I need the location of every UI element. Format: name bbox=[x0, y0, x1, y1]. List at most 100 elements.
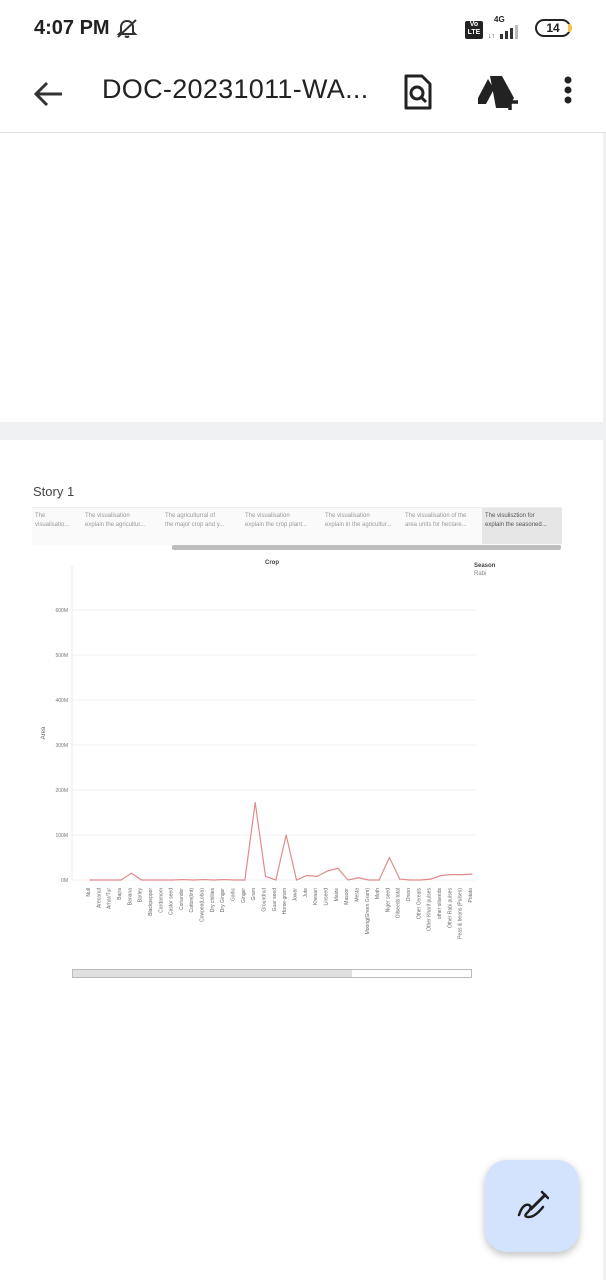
network-type: 4G bbox=[494, 15, 505, 24]
x-tick-label: Bajra bbox=[117, 888, 123, 900]
story-title: Story 1 bbox=[33, 484, 75, 499]
x-tick-label: Ginger bbox=[241, 888, 247, 903]
x-tick-label: Cardamom bbox=[158, 888, 164, 913]
y-tick-label: 500M bbox=[55, 653, 68, 659]
x-tick-label: Guar seed bbox=[272, 888, 278, 912]
story-point-3-line2: the major crop and y... bbox=[165, 522, 225, 528]
x-tick-label: Arecanut bbox=[96, 887, 102, 908]
data-point bbox=[471, 873, 473, 875]
more-options-icon[interactable] bbox=[556, 72, 580, 116]
data-point bbox=[440, 874, 442, 877]
x-tick-label: Barley bbox=[138, 888, 144, 903]
volte-badge: Vo LTE bbox=[465, 21, 483, 39]
x-tick-label: Potato bbox=[468, 888, 474, 903]
story-point-5[interactable]: The visualisation explain in the agricul… bbox=[322, 508, 400, 544]
data-point bbox=[161, 879, 163, 881]
series-line bbox=[90, 802, 473, 881]
story-point-4[interactable]: The visualisation explain the crop plant… bbox=[242, 508, 320, 544]
story-point-6[interactable]: The visualisation of the area units for … bbox=[402, 508, 480, 544]
x-tick-label: Linseed bbox=[323, 888, 329, 906]
data-point bbox=[357, 877, 360, 879]
annotate-button[interactable] bbox=[485, 1160, 579, 1252]
data-point bbox=[295, 879, 298, 881]
y-tick-label: 300M bbox=[55, 743, 68, 749]
find-in-document-icon[interactable] bbox=[398, 70, 438, 114]
story-point-3[interactable]: The agriculturral of the major crop and … bbox=[162, 508, 240, 544]
y-ticks: 0M 100M 200M 300M 400M 500M 600M bbox=[55, 608, 68, 884]
x-tick-label: Dry Ginger bbox=[220, 888, 226, 913]
story-point-7-line1: The visulisztion for bbox=[485, 513, 535, 519]
x-tick-label: Gram bbox=[251, 888, 257, 901]
data-point bbox=[399, 878, 401, 880]
data-point bbox=[264, 875, 267, 877]
x-tick-label: Groundnut bbox=[262, 887, 268, 911]
y-tick-label: 100M bbox=[55, 833, 68, 839]
data-point bbox=[368, 879, 370, 881]
x-tick-label: Coriander bbox=[179, 888, 185, 910]
data-point bbox=[275, 879, 277, 881]
story-point-2-line2: explain the agricultur... bbox=[85, 522, 146, 528]
x-tick-label: Peas & beans (Pulses) bbox=[458, 888, 464, 939]
data-point bbox=[419, 879, 421, 881]
data-point bbox=[213, 879, 215, 881]
x-tick-label: Banana bbox=[127, 888, 133, 905]
legend-item: Rabi bbox=[474, 571, 486, 577]
x-tick-label: Garlic bbox=[231, 888, 237, 902]
data-point bbox=[120, 879, 122, 881]
story-point-5-line1: The visualisation bbox=[325, 513, 370, 519]
document-title: DOC-20231011-WA... bbox=[102, 74, 369, 104]
back-button[interactable] bbox=[28, 74, 68, 114]
story-point-1[interactable]: The visualisatio... bbox=[32, 508, 80, 544]
crop-area-chart: Crop Season Rabi Area 0M 100M 200M 300M 400M… bbox=[41, 560, 496, 939]
story-scrollbar[interactable] bbox=[172, 545, 561, 550]
legend-title: Season bbox=[474, 563, 496, 569]
chart-scroll-thumb[interactable] bbox=[73, 970, 352, 977]
x-tick-label: other oilseeds bbox=[437, 888, 443, 920]
signal-icon: ↓↑ bbox=[488, 25, 518, 40]
story-point-3-line1: The agriculturral of bbox=[165, 513, 216, 519]
svg-text:↓↑: ↓↑ bbox=[488, 33, 495, 40]
data-point bbox=[430, 878, 432, 880]
data-point bbox=[110, 879, 112, 881]
add-to-drive-icon[interactable] bbox=[474, 70, 522, 114]
data-point bbox=[378, 879, 380, 881]
story-point-6-line2: area units for hectare... bbox=[405, 522, 467, 528]
story-point-2[interactable]: The visualisation explain the agricultur… bbox=[82, 508, 160, 544]
story-point-5-line2: explain in the agricultur... bbox=[325, 522, 392, 528]
x-tick-label: Other Cereals bbox=[416, 888, 422, 920]
data-point bbox=[223, 878, 225, 881]
data-point bbox=[130, 872, 132, 874]
app-bar: DOC-20231011-WA... bbox=[0, 58, 606, 133]
data-point bbox=[151, 879, 153, 881]
x-tick-label: Oilseeds total bbox=[396, 888, 402, 918]
x-tick-label: Jowar bbox=[292, 888, 298, 902]
data-point bbox=[254, 802, 256, 804]
data-point bbox=[316, 875, 318, 877]
y-tick-label: 600M bbox=[55, 608, 68, 614]
x-tick-label: Moong(Green Gram) bbox=[365, 888, 371, 935]
battery-cap bbox=[568, 24, 572, 32]
x-tick-label: Cowpea(Lobia) bbox=[200, 888, 206, 922]
story-point-4-line2: explain the crop plant... bbox=[245, 522, 308, 528]
x-tick-label: Onion bbox=[406, 888, 412, 902]
x-tick-label: Null bbox=[86, 888, 92, 897]
x-tick-label: Niger seed bbox=[385, 888, 391, 912]
status-time: 4:07 PM bbox=[34, 17, 110, 39]
data-point bbox=[285, 834, 287, 836]
story-point-7[interactable]: The visulisztion for explain the seasone… bbox=[482, 508, 562, 544]
data-point bbox=[141, 879, 143, 881]
story-point-1-line1: The bbox=[35, 513, 46, 519]
notifications-off-icon bbox=[116, 19, 138, 38]
x-tick-label: Cotton(lint) bbox=[189, 888, 195, 913]
data-point bbox=[461, 874, 463, 876]
data-point bbox=[409, 879, 411, 881]
x-tick-label: Blackpepper bbox=[148, 888, 154, 916]
y-tick-label: 400M bbox=[55, 698, 68, 704]
data-point bbox=[182, 878, 184, 881]
story-point-6-line1: The visualisation of the bbox=[405, 513, 467, 519]
data-point bbox=[326, 870, 329, 872]
data-point bbox=[450, 874, 452, 876]
x-tick-label: Arhar/Tur bbox=[107, 888, 113, 909]
data-point bbox=[202, 878, 205, 881]
x-tick-label: Khesari bbox=[313, 888, 319, 905]
